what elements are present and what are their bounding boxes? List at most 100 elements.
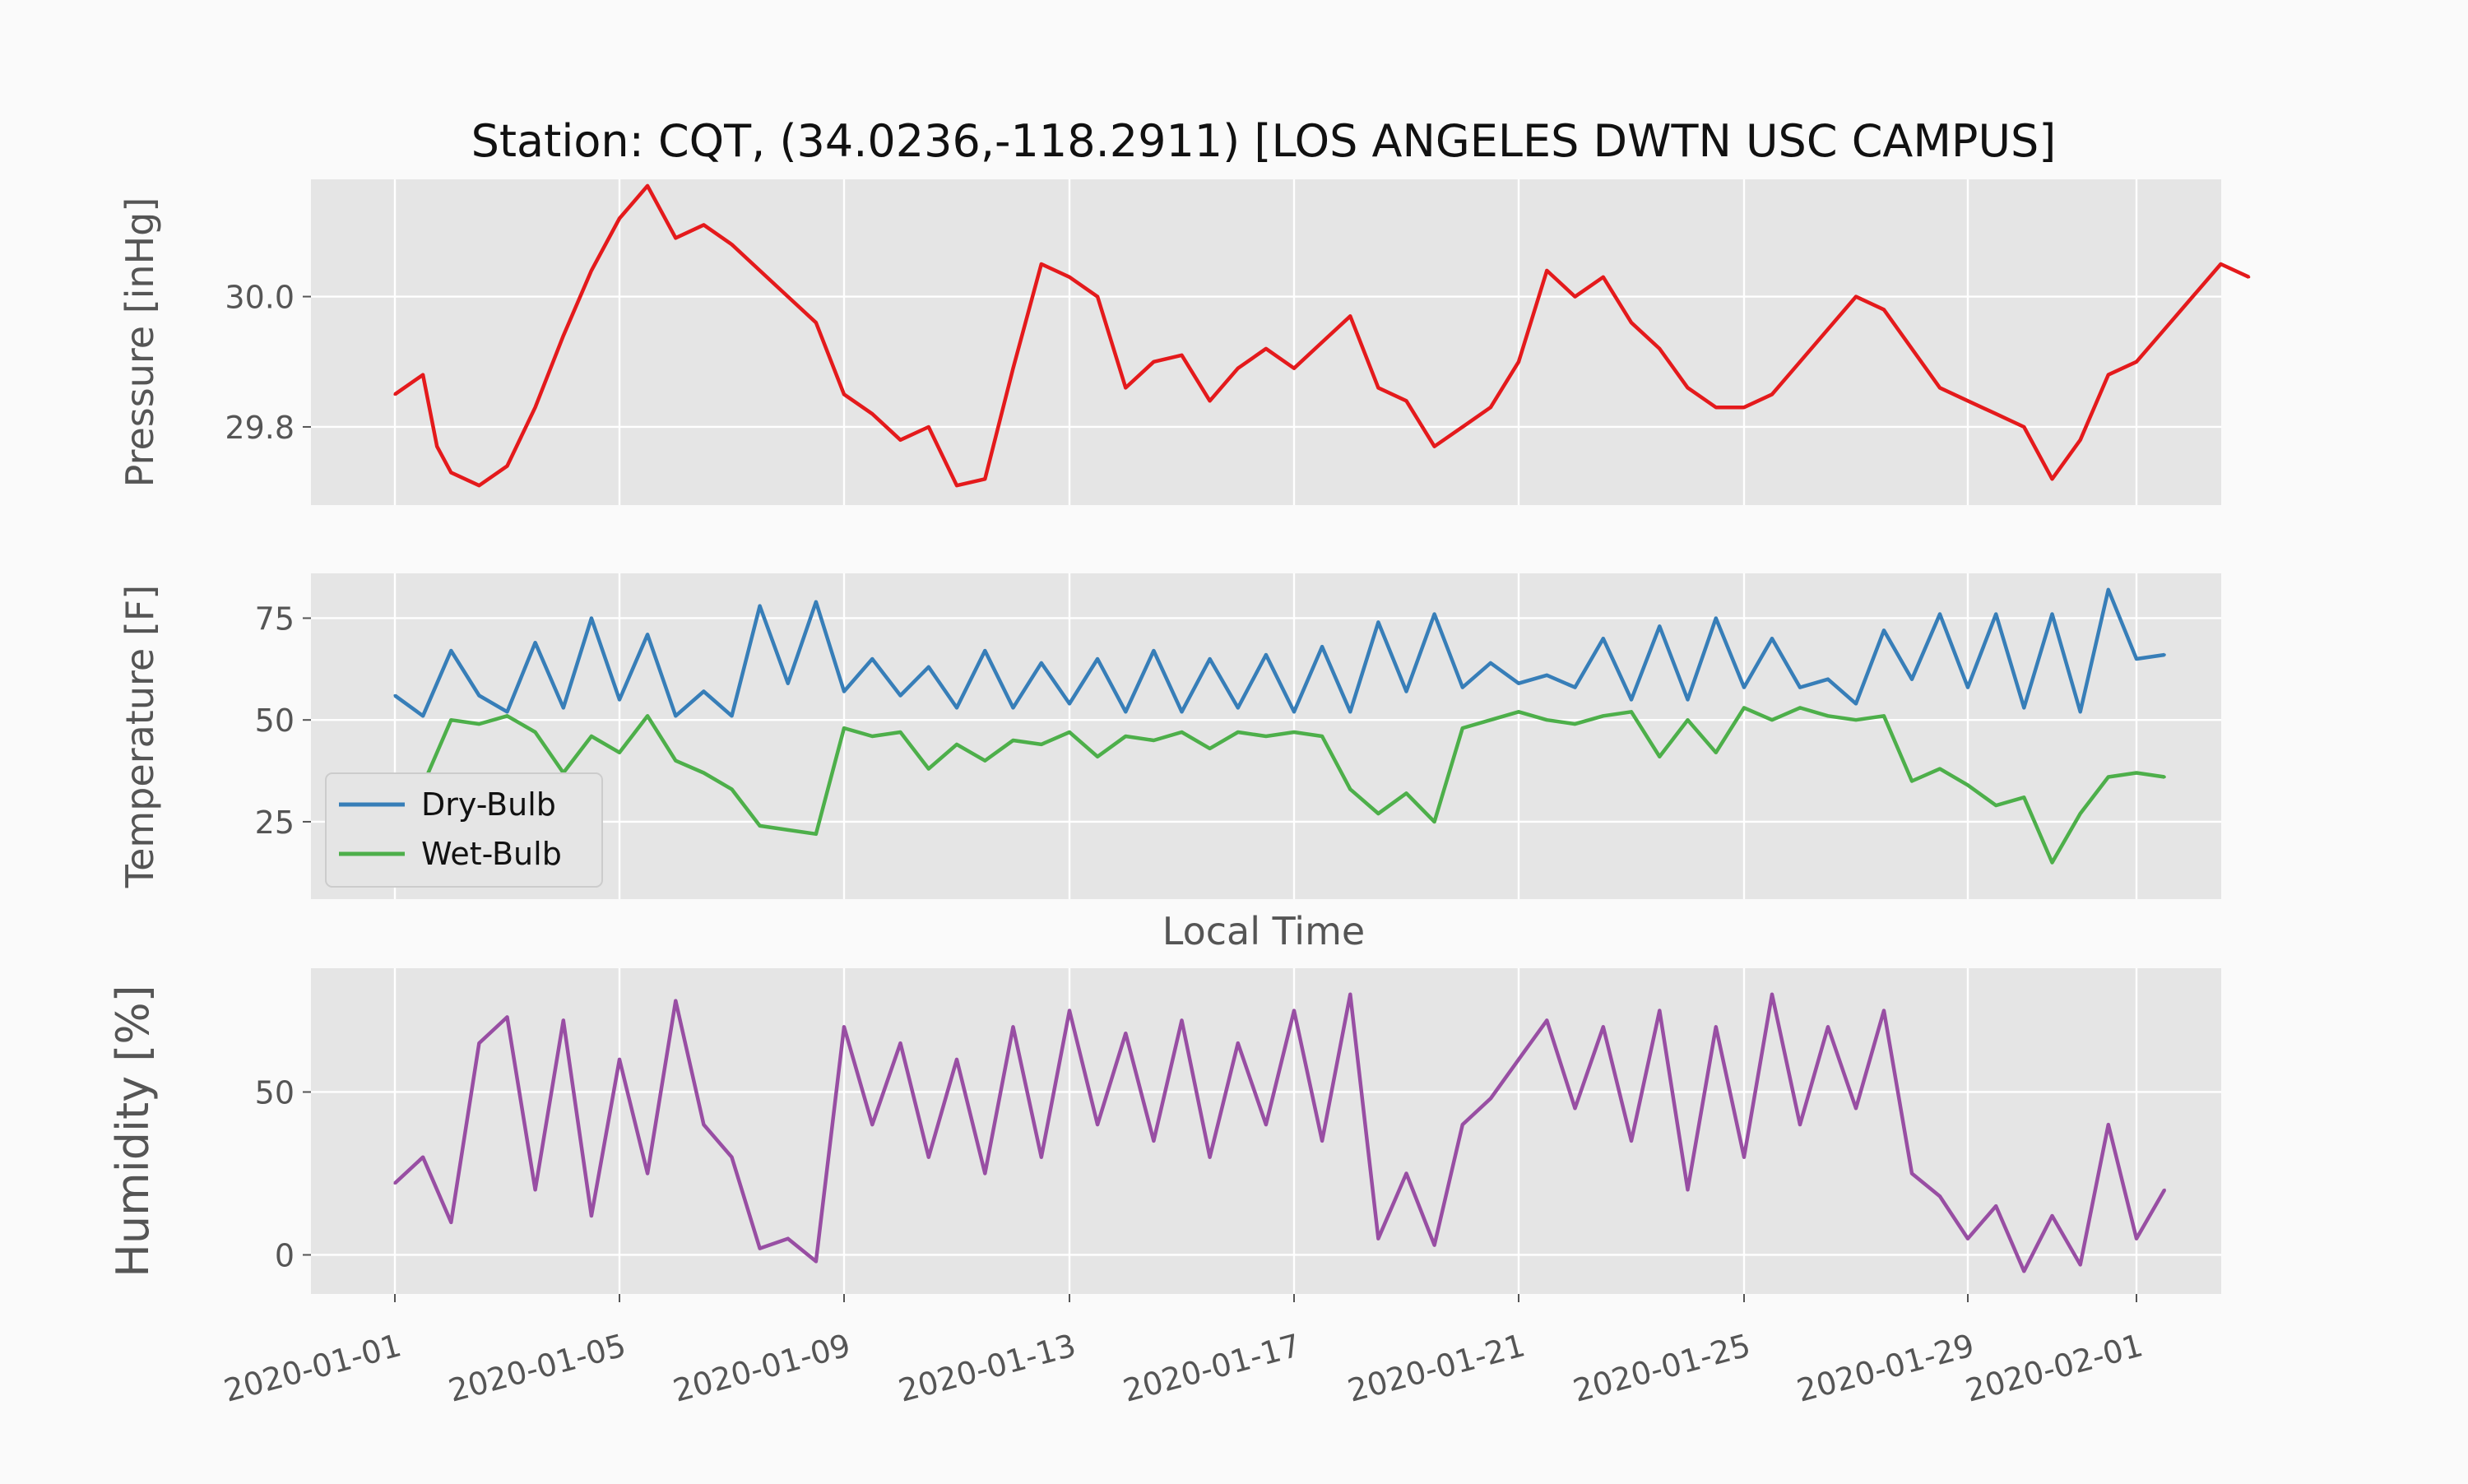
data-point <box>1180 354 1184 357</box>
data-point <box>1433 1244 1436 1247</box>
data-point <box>1630 321 1633 324</box>
data-point <box>477 722 481 726</box>
data-point <box>927 768 930 771</box>
data-point <box>2050 860 2054 865</box>
data-point <box>1489 718 1492 721</box>
data-point <box>1348 710 1352 713</box>
data-point <box>758 1247 762 1250</box>
data-point <box>1180 710 1184 713</box>
data-point <box>1517 1058 1520 1061</box>
data-point <box>1096 1123 1099 1126</box>
panel-3: 0 50 Humidity [%] <box>107 968 2221 1294</box>
data-point <box>2107 775 2110 779</box>
data-point <box>955 706 958 710</box>
panel-2: 25 50 75 Temperature [F] Dry-Bulb Wet-Bulb <box>118 573 2221 899</box>
data-point <box>1938 768 1941 771</box>
data-point <box>1264 1123 1268 1126</box>
data-point <box>534 641 537 644</box>
data-point <box>1124 1032 1127 1035</box>
data-point <box>505 464 509 468</box>
data-point <box>1404 689 1408 693</box>
data-point <box>1826 714 1830 717</box>
data-point <box>1714 616 1718 620</box>
data-point <box>983 649 986 652</box>
data-point <box>1686 386 1690 389</box>
data-point <box>1348 787 1352 791</box>
data-point <box>1348 993 1352 996</box>
data-point <box>590 1214 593 1217</box>
data-point <box>1011 1025 1015 1028</box>
data-point <box>477 1041 481 1045</box>
data-point <box>1320 735 1324 738</box>
y-tick-label: 50 <box>255 1074 295 1111</box>
plot-background <box>311 179 2221 505</box>
data-point <box>842 1025 846 1028</box>
data-point <box>1686 698 1690 702</box>
data-point <box>1236 730 1240 734</box>
data-point <box>1040 262 1043 266</box>
data-point <box>1854 718 1858 721</box>
data-point <box>1545 674 1548 677</box>
x-axis-label: Local Time <box>1162 909 1365 953</box>
data-point <box>1152 739 1155 742</box>
data-point <box>1770 637 1774 640</box>
data-point <box>2022 425 2025 429</box>
x-tick-label: 2020-01-25 <box>1570 1327 1755 1409</box>
data-point <box>1040 743 1043 746</box>
data-point <box>1966 783 1969 787</box>
data-point <box>674 236 677 239</box>
data-point <box>2050 612 2054 616</box>
data-point <box>1658 347 1661 350</box>
data-point <box>1938 386 1941 389</box>
data-point <box>1376 620 1380 624</box>
data-point <box>1433 445 1436 448</box>
data-point <box>786 1237 790 1241</box>
data-point <box>1040 661 1043 665</box>
legend-label: Dry-Bulb <box>421 786 556 823</box>
y-tick-label: 30.0 <box>225 280 295 316</box>
data-point <box>1096 295 1099 299</box>
data-point <box>505 1015 509 1018</box>
data-point <box>1292 710 1296 713</box>
data-point <box>449 471 452 475</box>
data-point <box>1068 730 1071 734</box>
x-tick-label: 2020-01-29 <box>1793 1327 1979 1409</box>
series-line-dry-bulb <box>393 587 2165 718</box>
data-point <box>1376 812 1380 815</box>
y-axis-label: Humidity [%] <box>107 985 159 1277</box>
data-point <box>2135 657 2138 661</box>
data-point <box>814 321 818 324</box>
data-point <box>2191 295 2194 299</box>
data-point <box>955 484 958 487</box>
data-point <box>1714 406 1718 409</box>
data-point <box>1798 686 1802 689</box>
data-point <box>1966 399 1969 402</box>
x-tick-label: 2020-01-17 <box>1120 1327 1305 1409</box>
y-axis-label: Temperature [F] <box>118 585 162 888</box>
data-point <box>1742 686 1746 689</box>
x-tick-label: 2020-02-01 <box>1962 1327 2147 1409</box>
data-point <box>1938 1194 1941 1198</box>
data-point <box>1658 624 1661 628</box>
data-point <box>421 373 424 377</box>
data-point <box>1602 714 1605 717</box>
data-point <box>449 1221 452 1224</box>
data-point <box>1517 360 1520 364</box>
data-point <box>702 689 706 693</box>
data-point <box>786 682 790 685</box>
data-point <box>1686 1188 1690 1191</box>
x-tick-label: 2020-01-05 <box>445 1327 630 1409</box>
data-point <box>814 1259 818 1263</box>
data-point <box>421 1156 424 1159</box>
data-point <box>2079 1263 2082 1266</box>
data-point <box>477 484 481 487</box>
data-point <box>590 269 593 272</box>
data-point <box>730 243 734 246</box>
data-point <box>1236 1041 1240 1045</box>
data-point <box>2135 771 2138 775</box>
data-point <box>1630 698 1633 702</box>
data-point <box>870 1123 874 1126</box>
series-line-wet-bulb <box>394 706 2165 865</box>
